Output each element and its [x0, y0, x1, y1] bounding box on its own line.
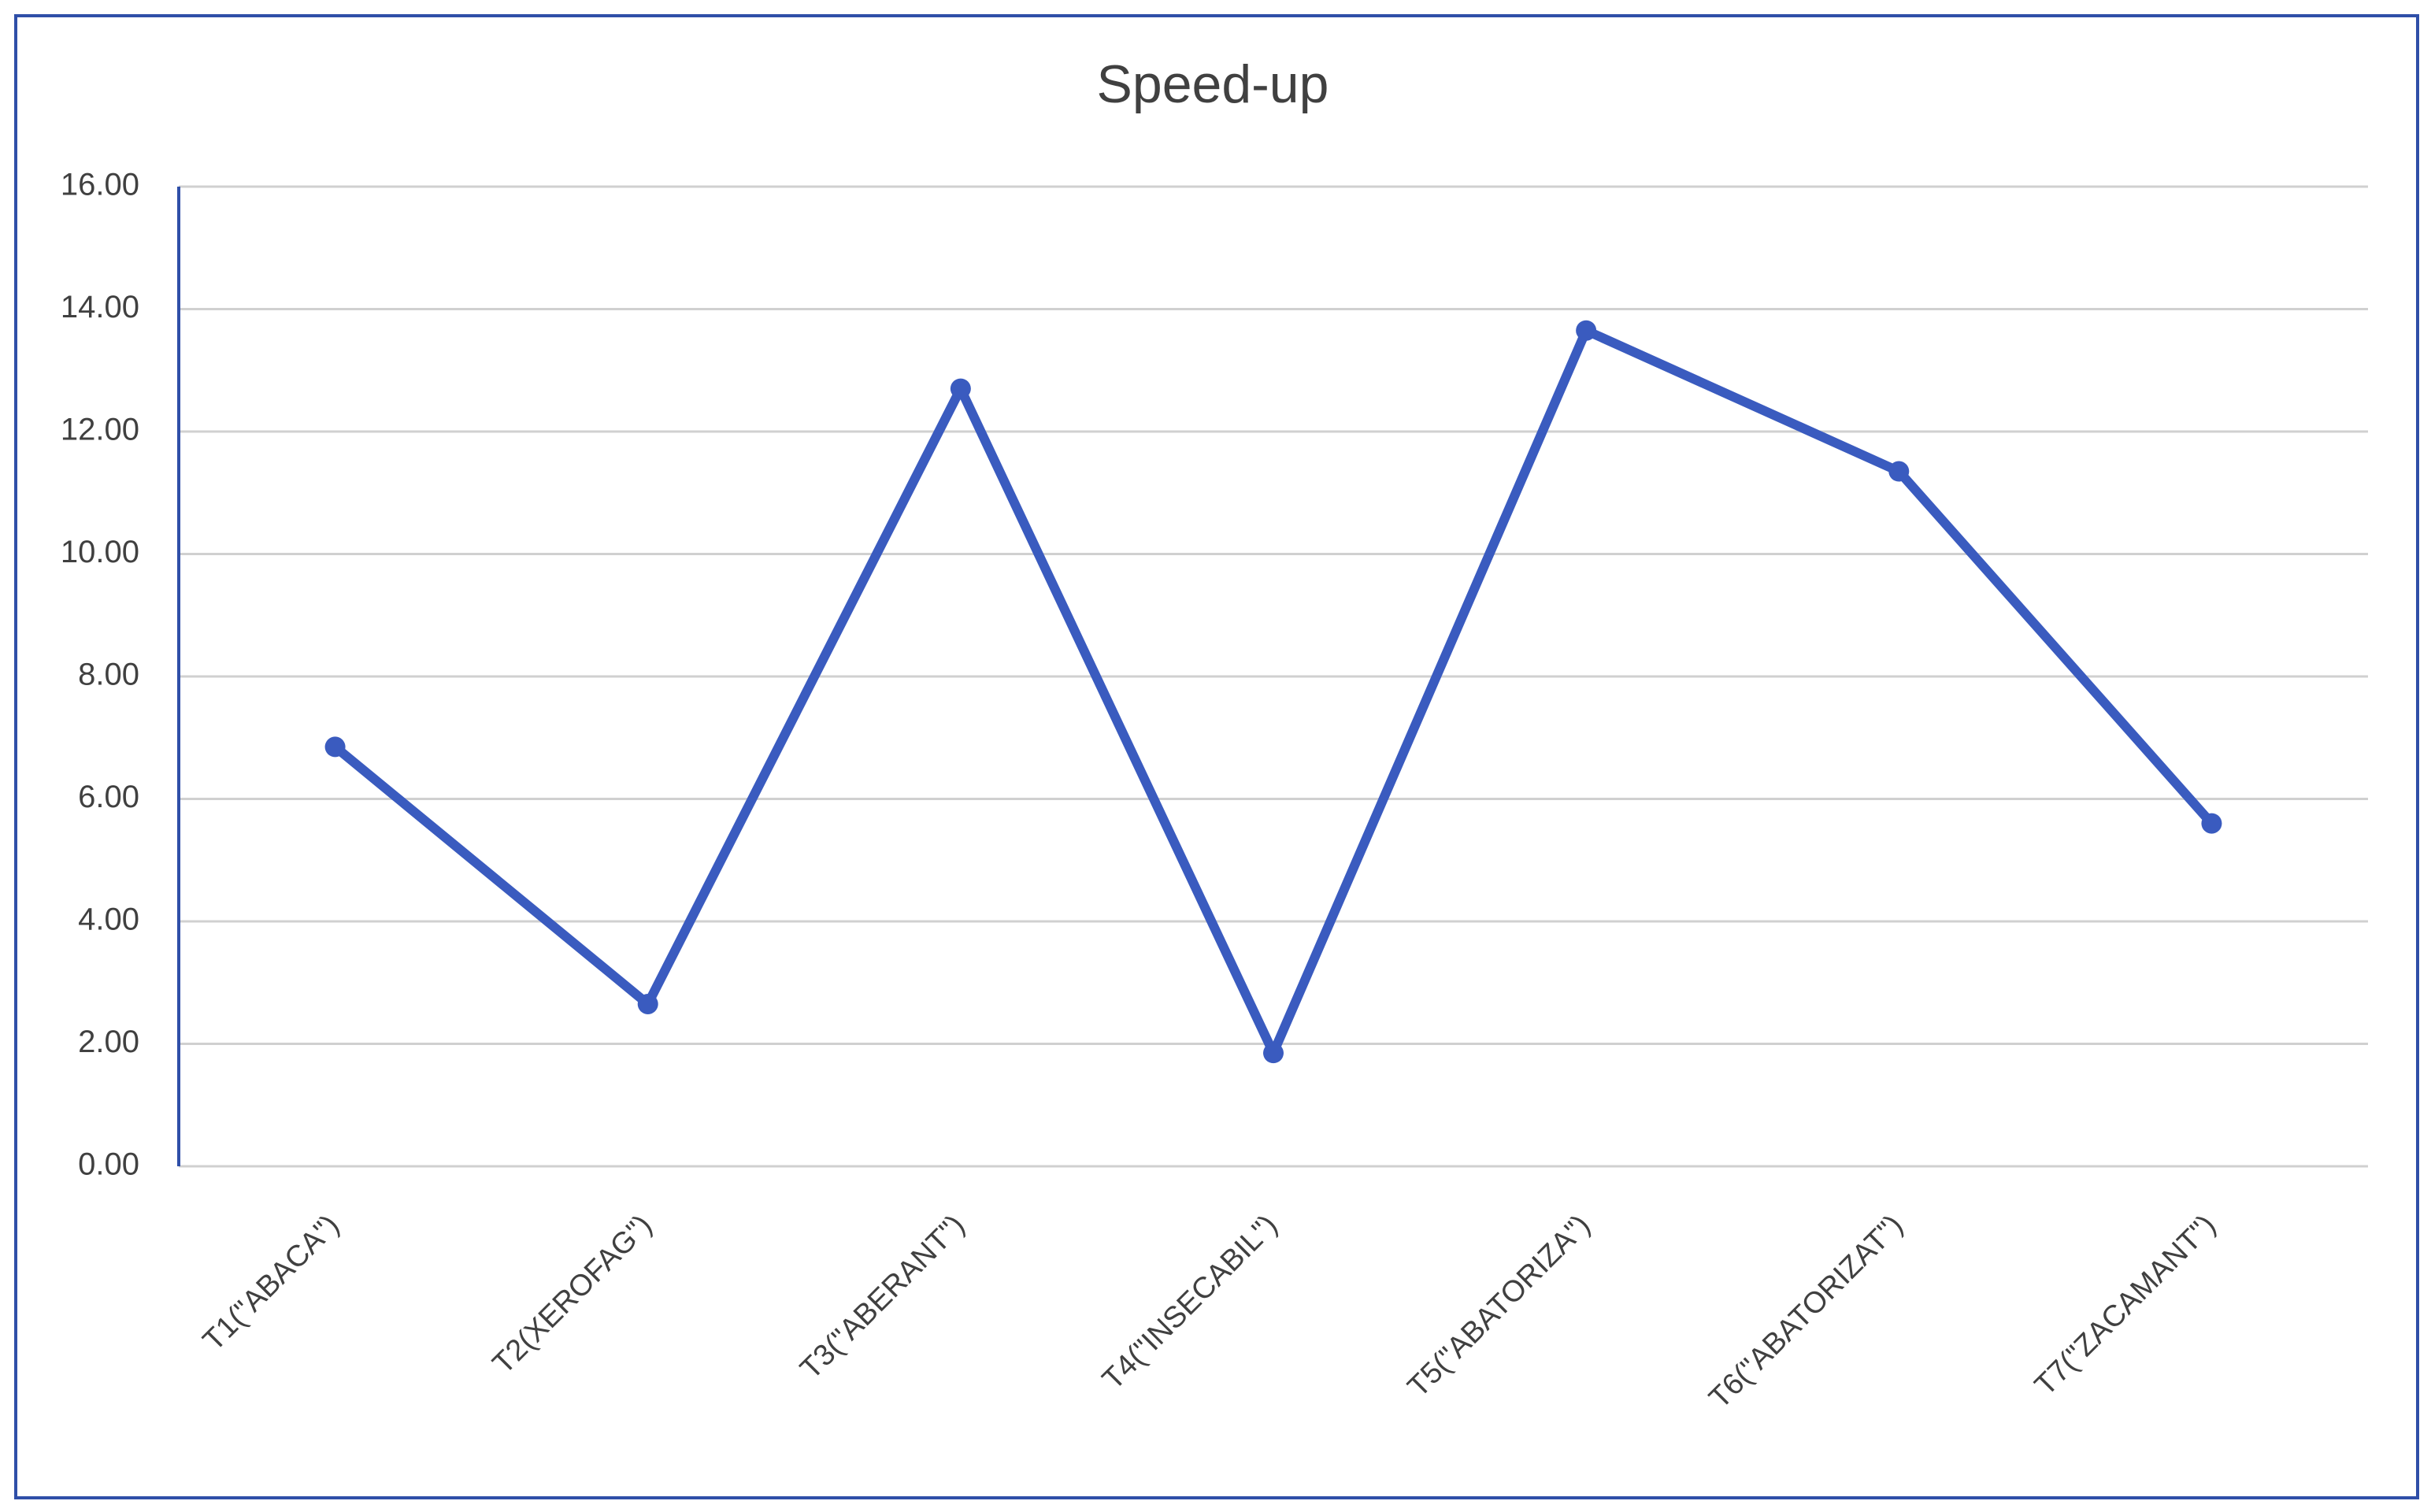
point	[950, 378, 971, 399]
y-tick-label: 6.00	[78, 780, 139, 814]
chart-title: Speed-up	[1097, 54, 1329, 114]
point	[637, 993, 658, 1014]
y-tick-label: 0.00	[78, 1147, 139, 1182]
y-tick-label: 12.00	[61, 413, 139, 447]
y-tick-label: 10.00	[61, 535, 139, 569]
y-tick-label: 2.00	[78, 1025, 139, 1059]
y-tick-label: 4.00	[78, 902, 139, 937]
point	[2201, 813, 2222, 834]
point	[1263, 1043, 1284, 1064]
point	[324, 736, 346, 758]
chart-frame	[14, 14, 2419, 1499]
point	[1888, 461, 1910, 482]
point	[1576, 320, 1597, 341]
y-tick-label: 8.00	[78, 658, 139, 692]
y-tick-label: 16.00	[61, 168, 139, 202]
y-tick-label: 14.00	[61, 290, 139, 324]
